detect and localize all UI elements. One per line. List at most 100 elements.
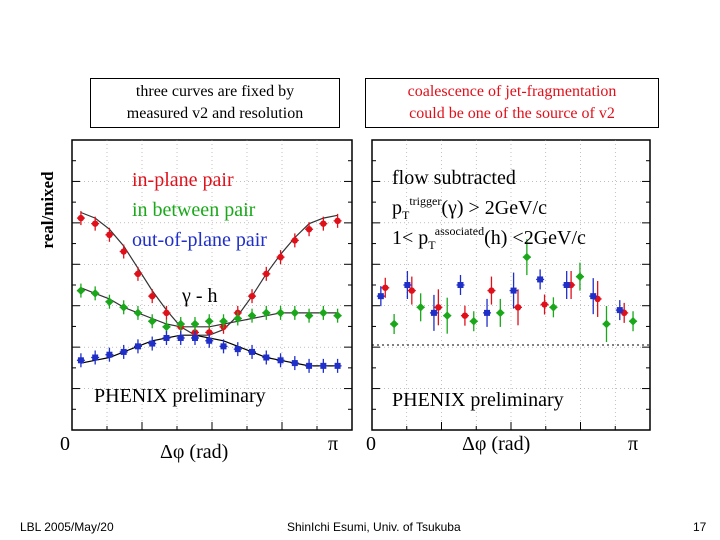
- right-info-line3: 1< pTassociated(h) <2GeV/c: [392, 224, 586, 252]
- in-between-pair-point: [219, 317, 228, 326]
- in-plane-pair-point: [488, 287, 495, 294]
- out-of-plane-pair-point: [291, 360, 298, 367]
- in-plane-pair-point: [120, 248, 127, 255]
- in-between-pair-point: [233, 314, 243, 323]
- out-of-plane-pair-point: [334, 362, 341, 369]
- legend-in-between: in between pair: [132, 199, 256, 221]
- out-of-plane-pair-point: [484, 309, 491, 316]
- left-watermark: PHENIX preliminary: [94, 385, 266, 407]
- right-info-line1: flow subtracted: [392, 167, 516, 189]
- in-plane-pair-point: [320, 220, 327, 227]
- in-plane-pair-point: [248, 292, 256, 300]
- in-plane-pair-point: [149, 292, 156, 300]
- in-between-pair-point: [133, 308, 143, 318]
- out-of-plane-pair-point: [616, 307, 623, 314]
- in-plane-pair-point: [334, 217, 341, 225]
- out-of-plane-pair-point: [191, 334, 198, 341]
- note-left-line1: three curves are fixed by: [135, 83, 295, 100]
- footer-center: ShinIchi Esumi, Univ. of Tsukuba: [287, 520, 461, 534]
- out-of-plane-pair-point: [220, 343, 227, 350]
- in-between-pair-point: [290, 308, 300, 318]
- left-panel-ticks: [71, 139, 353, 431]
- in-plane-pair-point: [134, 270, 142, 278]
- in-between-pair-point: [496, 308, 505, 318]
- in-between-pair-point: [602, 319, 611, 329]
- out-of-plane-pair-point: [234, 346, 241, 353]
- right-x-max: π: [628, 433, 638, 455]
- out-of-plane-pair-point: [206, 337, 213, 344]
- in-between-pair-point: [90, 289, 100, 298]
- out-of-plane-pair-point: [120, 348, 127, 355]
- in-between-pair-point: [247, 311, 257, 320]
- in-between-pair-point: [147, 317, 157, 326]
- in-plane-pair-point: [91, 220, 99, 227]
- out-of-plane-pair-point: [537, 276, 544, 283]
- out-of-plane-pair-point: [457, 282, 464, 288]
- in-between-pair-point: [304, 311, 314, 320]
- in-between-pair-point: [522, 252, 532, 262]
- left-x-min: 0: [60, 433, 70, 455]
- left-panel-points: [76, 211, 342, 373]
- in-between-pair-point: [575, 272, 585, 281]
- in-plane-pair-point: [163, 309, 170, 317]
- in-plane-pair-point: [461, 312, 469, 319]
- left-panel-grid: [72, 140, 352, 430]
- out-of-plane-pair-point: [177, 334, 184, 341]
- in-between-pair-point: [162, 322, 171, 332]
- right-info-line2: pTtrigger(γ) > 2GeV/c: [392, 194, 547, 222]
- particle-label: γ - h: [181, 285, 218, 307]
- out-of-plane-pair-point: [106, 351, 113, 358]
- out-of-plane-pair-point: [263, 354, 270, 361]
- right-panel-ticks: [371, 139, 651, 431]
- legend-out-of-plane: out-of-plane pair: [132, 229, 267, 251]
- in-plane-pair-point: [305, 226, 313, 233]
- note-left-line2: measured v2 and resolution: [126, 105, 304, 122]
- in-between-pair-point: [628, 317, 638, 326]
- in-plane-pair-point: [106, 231, 113, 239]
- in-plane-pair-point: [514, 304, 522, 311]
- note-right-line2: could be one of the source of v2: [409, 105, 615, 122]
- out-of-plane-pair-point: [404, 282, 411, 288]
- note-right: coalescence of jet-fragmentation could b…: [365, 78, 659, 128]
- out-of-plane-pair-point: [134, 343, 141, 350]
- in-plane-pair-point: [77, 214, 85, 222]
- in-between-pair-point: [333, 311, 342, 320]
- note-right-line1: coalescence of jet-fragmentation: [407, 83, 617, 100]
- legend-in-plane: in-plane pair: [132, 169, 234, 191]
- out-of-plane-pair-point: [249, 348, 256, 355]
- in-between-pair-point: [549, 303, 558, 312]
- footer-left: LBL 2005/May/20: [20, 520, 114, 534]
- in-between-pair-point: [76, 286, 86, 295]
- in-plane-pair-point: [541, 301, 548, 308]
- right-panel-points: [376, 239, 638, 343]
- out-of-plane-pair-point: [306, 362, 313, 369]
- out-of-plane-pair-point: [590, 293, 597, 300]
- in-between-pair-point: [105, 297, 114, 306]
- in-between-pair-point: [176, 319, 185, 329]
- in-between-pair-point: [205, 317, 214, 326]
- in-between-pair-point: [416, 303, 425, 312]
- in-between-pair-point: [262, 308, 271, 318]
- out-of-plane-pair-point: [377, 293, 384, 300]
- in-plane-pair-point: [435, 304, 442, 311]
- in-plane-pair-point: [206, 329, 213, 336]
- out-of-plane-pair-point: [163, 334, 170, 341]
- right-watermark: PHENIX preliminary: [392, 389, 564, 411]
- right-x-min: 0: [366, 433, 376, 455]
- in-between-pair-point: [389, 319, 399, 329]
- out-of-plane-pair-point: [277, 357, 284, 364]
- footer-page: 17: [693, 520, 707, 534]
- left-x-axis-label: Δφ (rad): [160, 441, 228, 463]
- out-of-plane-pair-point: [563, 282, 570, 288]
- in-plane-pair-point: [277, 253, 284, 261]
- note-left: three curves are fixed by measured v2 an…: [90, 78, 340, 128]
- in-between-pair-point: [469, 317, 479, 326]
- right-x-axis-label: Δφ (rad): [462, 433, 530, 455]
- in-between-pair-point: [190, 319, 200, 329]
- left-panel: in-plane pair in between pair out-of-pla…: [60, 139, 353, 463]
- in-plane-pair-point: [263, 270, 270, 278]
- out-of-plane-pair-point: [320, 362, 327, 369]
- in-between-pair-point: [276, 308, 285, 318]
- left-x-max: π: [328, 433, 338, 455]
